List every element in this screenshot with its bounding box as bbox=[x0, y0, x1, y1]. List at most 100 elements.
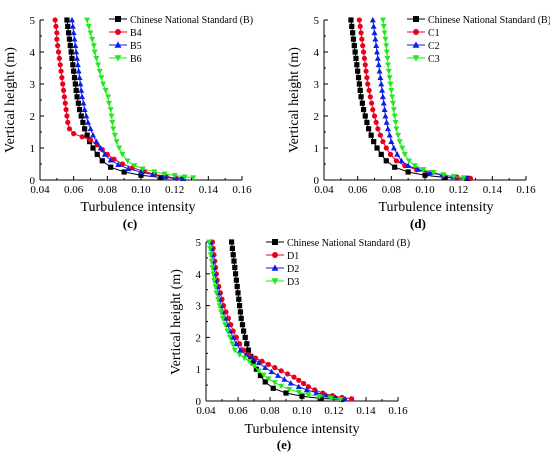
panel-e-series-0-point bbox=[283, 390, 289, 396]
panel-e-series-3-point bbox=[229, 341, 236, 347]
panel-c-series-3-point bbox=[98, 75, 105, 81]
panel-e-series-2-point bbox=[313, 389, 320, 396]
panel-e-legend-label-1: D1 bbox=[287, 251, 299, 262]
panel-d-series-2-point bbox=[394, 151, 401, 157]
panel-d-series-2-point bbox=[390, 144, 397, 151]
panel-c-series-2-point bbox=[74, 55, 81, 61]
panel-d-series-1-point bbox=[369, 100, 375, 106]
panel-c-series-2-point bbox=[84, 119, 91, 125]
panel-c-series-1-point bbox=[59, 75, 65, 81]
panel-d-series-3-point bbox=[450, 174, 457, 180]
panel-d-series-0-point bbox=[360, 107, 367, 113]
panel-d-series-0-point bbox=[362, 113, 368, 119]
panel-e-series-0-point bbox=[235, 290, 241, 296]
panel-c-x-tick-label: 0.16 bbox=[232, 184, 252, 196]
panel-e-series-3-point bbox=[216, 303, 223, 309]
panel-d-series-0-point bbox=[355, 68, 361, 74]
panel-d-series-3-point bbox=[380, 24, 387, 30]
panel-e-series-1-point bbox=[259, 358, 265, 364]
panel-c-series-3-point bbox=[131, 163, 138, 169]
panel-c-series-0-point bbox=[80, 119, 86, 125]
panel-d-series-3-point bbox=[420, 167, 427, 173]
panel-d-series-2-point bbox=[386, 132, 393, 138]
panel-e-series-1-point bbox=[278, 368, 284, 374]
panel-d-x-tick-label: 0.16 bbox=[516, 184, 536, 196]
panel-c-series-0-point bbox=[66, 36, 73, 42]
panel-d-ylabel: Vertical height (m) bbox=[287, 47, 302, 153]
panel-c-series-0-point bbox=[69, 55, 75, 61]
panel-d-legend-label-3: C3 bbox=[428, 54, 440, 65]
panel-d-series-1-point bbox=[367, 94, 373, 100]
panel-c-series-1-point bbox=[71, 131, 77, 137]
panel-e-series-1-point bbox=[301, 380, 307, 387]
panel-d-series-3-point bbox=[384, 62, 391, 68]
panel-d-legend-label-1: C1 bbox=[428, 28, 440, 39]
panel-c-series-2-point bbox=[73, 48, 80, 55]
panel-e-series-3-point bbox=[209, 265, 216, 271]
panel-d-series-0-point bbox=[378, 151, 384, 157]
panel-d-series-1-point bbox=[357, 23, 363, 29]
panel-e-series-0-line bbox=[231, 241, 343, 400]
panel-c-series-2-point bbox=[78, 87, 85, 93]
panel-e-series-0-point bbox=[318, 395, 324, 402]
panel-e-series-0-point bbox=[229, 239, 235, 245]
panel-e-y-tick-label: 3 bbox=[196, 301, 202, 313]
panel-c-series-3-point bbox=[124, 158, 131, 164]
panel-c-series-0-point bbox=[75, 100, 81, 106]
panel-e-series-0-point bbox=[270, 385, 276, 391]
panel-c-series-2-point bbox=[115, 161, 122, 167]
panel-d-series-1-point bbox=[370, 107, 376, 113]
panel-c-series-3-point bbox=[161, 171, 168, 178]
panel-c-series-1-point bbox=[87, 137, 94, 143]
panel-e-series-3-point bbox=[251, 363, 257, 370]
panel-e-series-0-point bbox=[230, 252, 236, 258]
panel-c-series-2-point bbox=[69, 23, 76, 29]
panel-c-series-3-point bbox=[111, 132, 118, 139]
panel-c-series-1-point bbox=[52, 17, 58, 23]
panel-e-y-tick-label: 1 bbox=[196, 364, 202, 376]
panel-e-series-3 bbox=[206, 239, 344, 403]
panel-e-x-tick-label: 0.10 bbox=[292, 405, 312, 417]
panel-d-xlabel: Turbulence intensity bbox=[379, 200, 494, 215]
panel-d-series-0-point bbox=[357, 87, 363, 93]
panel-c-series-0-point bbox=[90, 145, 96, 151]
panel-e-series-3-point bbox=[316, 394, 323, 400]
panel-e-series-3-point bbox=[265, 376, 272, 382]
panel-d-y-tick-label: 2 bbox=[314, 111, 320, 123]
panel-c-series-2-point bbox=[70, 29, 77, 36]
panel-e-series-0-point bbox=[262, 379, 268, 385]
panel-e-series-2-point bbox=[323, 392, 329, 398]
panel-d-series-2-point bbox=[388, 138, 395, 144]
panel-c-series-2-point bbox=[97, 144, 104, 151]
panel-d-y-tick-label: 5 bbox=[314, 15, 320, 27]
panel-d-series-1-point bbox=[358, 30, 364, 36]
panel-c-series-1-point bbox=[58, 68, 64, 74]
panel-d-series-3-point bbox=[384, 56, 391, 62]
panel-e-y-tick-label: 2 bbox=[196, 332, 202, 344]
panel-d-series-2-point bbox=[374, 48, 381, 55]
panel-c-series-2-point bbox=[87, 125, 94, 132]
panel-d-series-1-point bbox=[365, 81, 371, 87]
panel-d-series-0-point bbox=[348, 17, 354, 23]
panel-e-series-3-point bbox=[206, 239, 213, 246]
panel-d-series-0-point bbox=[358, 94, 364, 100]
panel-c-series-0 bbox=[64, 16, 186, 181]
panel-d-legend-marker-2 bbox=[412, 41, 420, 48]
panel-d-series-3-point bbox=[379, 17, 386, 24]
panel-d-x-tick-label: 0.10 bbox=[415, 184, 435, 196]
panel-e-series-0-point bbox=[232, 264, 238, 271]
panel-c-series-2-point bbox=[71, 36, 78, 42]
panel-c-series-1-point bbox=[79, 134, 85, 140]
panel-c-series-0-point bbox=[94, 151, 100, 157]
panel-c-series-3-point bbox=[190, 175, 197, 181]
panel-e-series-3-point bbox=[224, 328, 231, 335]
panel-c-xlabel: Turbulence intensity bbox=[81, 200, 196, 215]
panel-e-series-2-point bbox=[237, 347, 244, 353]
panel-e-y-tick-label: 4 bbox=[196, 269, 202, 281]
panel-d-series-3-point bbox=[396, 139, 403, 145]
panel-e-series-0-point bbox=[231, 258, 237, 264]
panel-e-plot: 0.04 0.06 0.08 0.10 0.12 0.14 0.16 0 1 2 3 4 5 bbox=[196, 237, 409, 417]
panel-d-series-1-point bbox=[373, 119, 379, 125]
panel-d-series-3-point bbox=[390, 100, 397, 107]
panel-c-x-tick-label: 0.14 bbox=[199, 184, 219, 196]
